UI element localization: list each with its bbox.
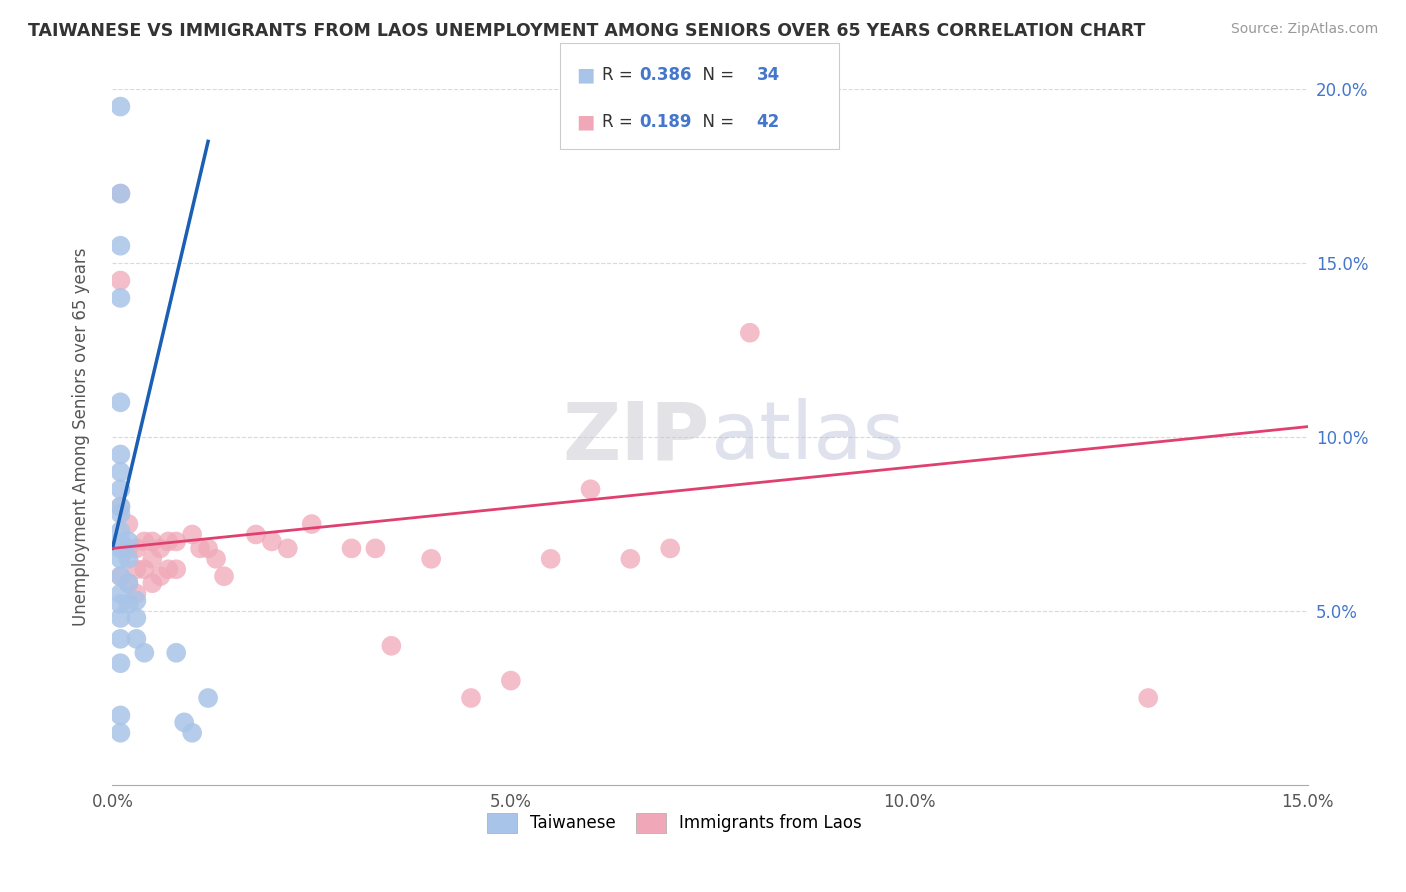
Text: ZIP: ZIP [562, 398, 710, 476]
Point [540, 551, 562, 566]
Point [197, 690, 219, 705]
Point [117, 576, 139, 591]
Point [110, 465, 132, 479]
Point [499, 673, 522, 688]
Point [110, 500, 132, 514]
Point [110, 273, 132, 287]
Point [110, 395, 132, 409]
Point [181, 527, 204, 541]
Point [110, 238, 132, 253]
Point [738, 326, 761, 340]
Point [117, 597, 139, 611]
Text: N =: N = [692, 66, 740, 85]
Text: 42: 42 [756, 112, 780, 130]
Point [110, 534, 132, 549]
Text: ■: ■ [576, 66, 595, 85]
Point [125, 587, 148, 601]
Point [212, 569, 235, 583]
Text: R =: R = [602, 66, 638, 85]
Point [141, 534, 163, 549]
Point [134, 646, 156, 660]
Point [165, 562, 187, 576]
Point [340, 541, 363, 556]
Point [125, 632, 148, 646]
Point [110, 507, 132, 521]
Point [117, 534, 139, 549]
Point [110, 500, 132, 514]
Text: 0.386: 0.386 [640, 66, 692, 85]
Point [125, 611, 148, 625]
Point [110, 569, 132, 583]
Point [110, 632, 132, 646]
Point [117, 541, 139, 556]
Point [197, 541, 219, 556]
Point [301, 516, 323, 531]
Point [117, 576, 139, 591]
Point [110, 291, 132, 305]
Point [110, 708, 132, 723]
Point [157, 562, 180, 576]
Point [141, 551, 163, 566]
Point [110, 569, 132, 583]
Point [125, 593, 148, 607]
Point [1137, 690, 1160, 705]
Point [110, 611, 132, 625]
Point [659, 541, 682, 556]
Point [579, 482, 602, 496]
Point [117, 516, 139, 531]
Text: N =: N = [692, 112, 740, 130]
Point [380, 639, 402, 653]
Text: ■: ■ [576, 112, 595, 131]
Legend: Taiwanese, Immigrants from Laos: Taiwanese, Immigrants from Laos [479, 806, 869, 839]
Point [110, 524, 132, 538]
Point [110, 587, 132, 601]
Text: TAIWANESE VS IMMIGRANTS FROM LAOS UNEMPLOYMENT AMONG SENIORS OVER 65 YEARS CORRE: TAIWANESE VS IMMIGRANTS FROM LAOS UNEMPL… [28, 22, 1146, 40]
Point [619, 551, 641, 566]
Point [110, 597, 132, 611]
Point [110, 186, 132, 201]
Point [173, 715, 195, 730]
Point [149, 541, 172, 556]
Text: 0.189: 0.189 [640, 112, 692, 130]
Point [149, 569, 172, 583]
Point [110, 482, 132, 496]
Point [165, 646, 187, 660]
Point [110, 447, 132, 462]
Point [364, 541, 387, 556]
Point [260, 534, 283, 549]
Point [165, 534, 187, 549]
Point [181, 726, 204, 740]
Point [110, 541, 132, 556]
Point [110, 726, 132, 740]
Point [460, 690, 482, 705]
Point [117, 551, 139, 566]
Point [277, 541, 299, 556]
Y-axis label: Unemployment Among Seniors over 65 years: Unemployment Among Seniors over 65 years [72, 248, 90, 626]
Point [205, 551, 228, 566]
Point [134, 562, 156, 576]
Point [157, 534, 180, 549]
Point [125, 562, 148, 576]
Point [110, 657, 132, 671]
Point [110, 99, 132, 113]
Point [110, 186, 132, 201]
Text: atlas: atlas [710, 398, 904, 476]
Point [141, 576, 163, 591]
Point [420, 551, 443, 566]
Point [110, 551, 132, 566]
Text: Source: ZipAtlas.com: Source: ZipAtlas.com [1230, 22, 1378, 37]
Text: 34: 34 [756, 66, 780, 85]
Text: R =: R = [602, 112, 638, 130]
Point [188, 541, 211, 556]
Point [134, 534, 156, 549]
Point [245, 527, 267, 541]
Point [125, 541, 148, 556]
